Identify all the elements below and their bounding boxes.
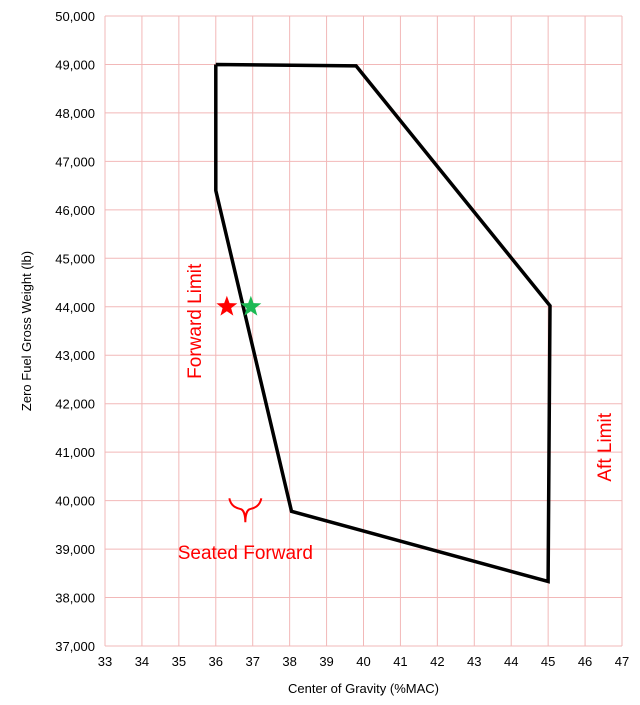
markers <box>216 295 262 316</box>
y-tick-label: 49,000 <box>55 57 95 72</box>
y-tick-label: 44,000 <box>55 300 95 315</box>
x-tick-label: 34 <box>135 654 149 669</box>
y-tick-label: 41,000 <box>55 445 95 460</box>
envelope-line <box>214 62 552 584</box>
y-tick-label: 39,000 <box>55 542 95 557</box>
x-tick-label: 42 <box>430 654 444 669</box>
x-tick-label: 39 <box>319 654 333 669</box>
y-tick-label: 48,000 <box>55 106 95 121</box>
star-marker <box>216 295 238 316</box>
x-tick-label: 35 <box>172 654 186 669</box>
y-tick-label: 43,000 <box>55 348 95 363</box>
annotation-label: Forward Limit <box>185 263 206 379</box>
x-tick-label: 37 <box>245 654 259 669</box>
x-tick-label: 45 <box>541 654 555 669</box>
y-tick-label: 50,000 <box>55 9 95 24</box>
x-tick-label: 40 <box>356 654 370 669</box>
y-tick-label: 45,000 <box>55 251 95 266</box>
annotations: Forward Limit Aft Limit Seated Forward <box>178 263 616 564</box>
y-tick-label: 46,000 <box>55 203 95 218</box>
y-axis-label: Zero Fuel Gross Weight (lb) <box>19 251 34 411</box>
curly-brace-icon <box>228 498 263 523</box>
x-tick-label: 47 <box>615 654 629 669</box>
y-tick-label: 37,000 <box>55 639 95 654</box>
x-tick-label: 33 <box>98 654 112 669</box>
x-tick-label: 44 <box>504 654 518 669</box>
x-tick-label: 46 <box>578 654 592 669</box>
annotation-label: Aft Limit <box>595 412 616 481</box>
annotation-label: Seated Forward <box>178 543 313 564</box>
x-tick-labels: 33 34 35 36 37 38 39 40 41 42 43 44 45 46 47 <box>98 654 629 669</box>
y-tick-label: 47,000 <box>55 154 95 169</box>
y-tick-label: 42,000 <box>55 397 95 412</box>
star-marker <box>240 295 262 316</box>
x-tick-label: 43 <box>467 654 481 669</box>
x-tick-label: 41 <box>393 654 407 669</box>
x-axis-label: Center of Gravity (%MAC) <box>288 681 439 696</box>
y-tick-label: 38,000 <box>55 591 95 606</box>
cg-envelope <box>214 62 552 584</box>
y-tick-label: 40,000 <box>55 494 95 509</box>
y-tick-labels: 37,000 38,000 39,000 40,000 41,000 42,000 43,0… <box>55 9 95 654</box>
x-tick-label: 36 <box>209 654 223 669</box>
x-tick-label: 38 <box>282 654 296 669</box>
